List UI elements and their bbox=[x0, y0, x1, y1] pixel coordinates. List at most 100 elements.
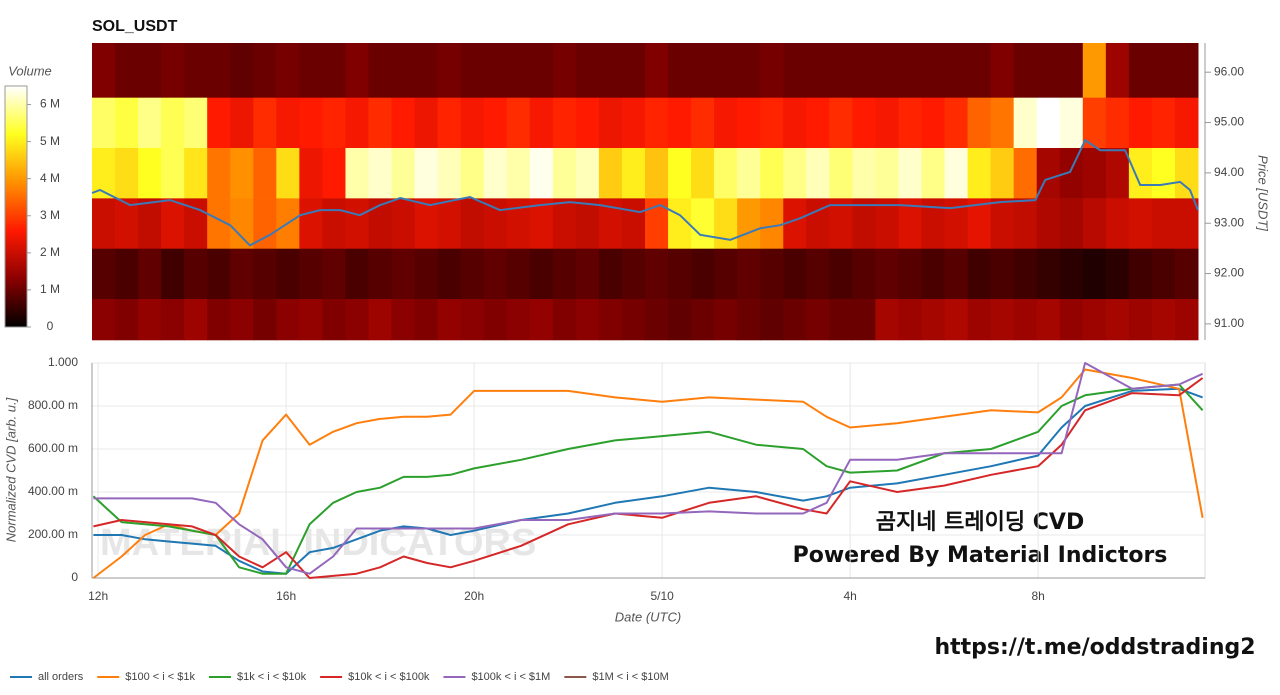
y-tick-label: 93.00 bbox=[1214, 215, 1244, 229]
heatmap-cell bbox=[898, 147, 922, 199]
heatmap-cell bbox=[760, 147, 784, 199]
legend-label: $1M < i < $10M bbox=[592, 671, 668, 683]
heatmap-cell bbox=[276, 147, 300, 199]
heatmap-cell bbox=[575, 248, 600, 300]
heatmap-cell bbox=[138, 43, 162, 98]
heatmap-cell bbox=[529, 97, 554, 149]
legend-label: $10k < i < $100k bbox=[348, 671, 430, 683]
heatmap-cell bbox=[92, 147, 116, 199]
heatmap-cell bbox=[668, 198, 692, 249]
heatmap-cell bbox=[552, 198, 577, 249]
colorbar bbox=[4, 85, 28, 328]
annotation: 곰지네 트레이딩 CVD bbox=[876, 510, 1084, 535]
heatmap-cell bbox=[483, 147, 508, 199]
heatmap-cell bbox=[437, 198, 462, 249]
heatmap-cell bbox=[391, 298, 416, 341]
heatmap-cell bbox=[368, 298, 393, 341]
heatmap-cell bbox=[92, 43, 116, 98]
colorbar-tick-label: 3 M bbox=[40, 208, 60, 222]
heatmap-cell bbox=[967, 43, 992, 98]
heatmap-cell bbox=[1174, 147, 1199, 199]
heatmap-cell bbox=[207, 198, 231, 249]
heatmap-cell bbox=[437, 97, 462, 149]
heatmap-cell bbox=[898, 298, 922, 341]
heatmap-cell bbox=[115, 97, 139, 149]
x-tick-label: 12h bbox=[88, 589, 108, 603]
heatmap-cell bbox=[760, 248, 784, 300]
heatmap-cell bbox=[1013, 248, 1038, 300]
heatmap-cell bbox=[368, 97, 393, 149]
heatmap-cell bbox=[322, 248, 346, 300]
heatmap-cell bbox=[253, 198, 277, 249]
heatmap-cell bbox=[783, 298, 807, 341]
heatmap-cell bbox=[990, 97, 1015, 149]
heatmap-cell bbox=[668, 43, 692, 98]
heatmap-cell bbox=[829, 198, 853, 249]
heatmap-cell bbox=[760, 97, 784, 149]
heatmap-cell bbox=[944, 147, 969, 199]
heatmap-cell bbox=[1036, 198, 1061, 249]
heatmap-cell bbox=[345, 147, 369, 199]
heatmap-cell bbox=[645, 147, 669, 199]
heatmap-cell bbox=[921, 97, 946, 149]
heatmap-cell bbox=[368, 147, 393, 199]
heatmap-cell bbox=[529, 298, 554, 341]
heatmap-cell bbox=[990, 248, 1015, 300]
heatmap-cell bbox=[276, 298, 300, 341]
heatmap-cell bbox=[921, 248, 946, 300]
heatmap-cell bbox=[1151, 248, 1176, 300]
heatmap-cell bbox=[483, 43, 508, 98]
heatmap-cell bbox=[691, 298, 715, 341]
heatmap-cell bbox=[253, 43, 277, 98]
heatmap-cell bbox=[737, 43, 761, 98]
heatmap-cell bbox=[575, 97, 600, 149]
heatmap-cell bbox=[1151, 298, 1176, 341]
heatmap-cell bbox=[506, 298, 531, 341]
heatmap-cell bbox=[760, 198, 784, 249]
heatmap-cell bbox=[852, 147, 876, 199]
heatmap-cell bbox=[1082, 43, 1107, 98]
heatmap-cell bbox=[345, 43, 369, 98]
heatmap-cell bbox=[621, 43, 646, 98]
heatmap-cell bbox=[668, 298, 692, 341]
heatmap-cell bbox=[1105, 97, 1130, 149]
heatmap-cell bbox=[184, 147, 208, 199]
y-tick-label: 95.00 bbox=[1214, 115, 1244, 129]
heatmap-cell bbox=[1128, 298, 1153, 341]
heatmap-cell bbox=[714, 97, 738, 149]
heatmap-cell bbox=[529, 248, 554, 300]
heatmap-cell bbox=[299, 147, 323, 199]
heatmap-cell bbox=[1151, 198, 1176, 249]
heatmap-cell bbox=[990, 198, 1015, 249]
heatmap-cell bbox=[322, 147, 346, 199]
y-axis-label: Price [USDT] bbox=[1256, 155, 1271, 231]
heatmap-cell bbox=[138, 248, 162, 300]
heatmap-cell bbox=[184, 248, 208, 300]
chart-title: SOL_USDT bbox=[92, 18, 178, 35]
heatmap-cell bbox=[437, 147, 462, 199]
heatmap-cell bbox=[506, 147, 531, 199]
y-tick-label: 94.00 bbox=[1214, 165, 1244, 179]
cvd-line bbox=[93, 377, 1204, 579]
y-tick-label: 0 bbox=[71, 570, 78, 584]
heatmap-cell bbox=[483, 97, 508, 149]
heatmap-cell bbox=[783, 147, 807, 199]
x-tick-label: 16h bbox=[276, 589, 296, 603]
heatmap-cell bbox=[276, 97, 300, 149]
heatmap-cell bbox=[138, 147, 162, 199]
heatmap-cell bbox=[714, 198, 738, 249]
heatmap-cell bbox=[783, 198, 807, 249]
heatmap-cell bbox=[621, 147, 646, 199]
y-tick-label: 600.00 m bbox=[28, 441, 78, 455]
heatmap-cell bbox=[1174, 298, 1199, 341]
heatmap-cell bbox=[875, 43, 899, 98]
heatmap-cell bbox=[322, 43, 346, 98]
heatmap-cell bbox=[230, 198, 254, 249]
heatmap-cell bbox=[806, 298, 830, 341]
heatmap-cell bbox=[1059, 248, 1084, 300]
heatmap-cell bbox=[115, 248, 139, 300]
heatmap-cell bbox=[506, 43, 531, 98]
y-tick-label: 1.000 bbox=[48, 355, 78, 369]
legend-label: $100k < i < $1M bbox=[471, 671, 550, 683]
